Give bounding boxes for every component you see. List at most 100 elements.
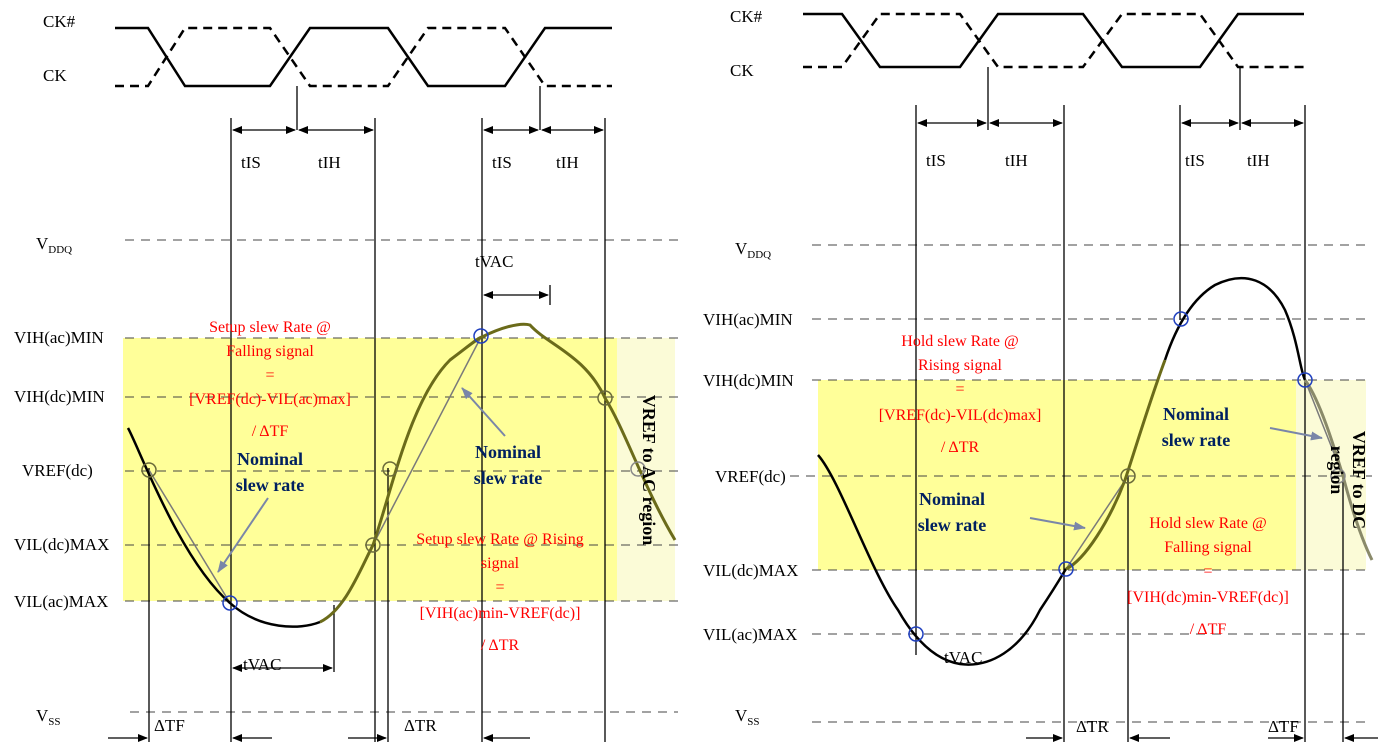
svg-text:Falling signal: Falling signal xyxy=(226,343,314,360)
right-region-label-1: VREF to DC xyxy=(1349,431,1369,529)
left-ck-bar-waveform xyxy=(115,26,612,88)
right-vertical-lines xyxy=(915,67,1344,742)
left-vih-ac-min-label: VIH(ac)MIN xyxy=(14,328,104,347)
right-hold-rising-annotation: Hold slew Rate @ Rising signal = [VREF(d… xyxy=(879,333,1042,456)
right-ck-label: CK xyxy=(730,61,754,80)
right-vih-dc-min-label: VIH(dc)MIN xyxy=(703,371,794,390)
right-vddq-label: VDDQ xyxy=(735,239,771,261)
left-vddq-label: VDDQ xyxy=(36,234,72,256)
right-panel: CK# CK tIS tIH tIS tIH tVAC VDDQ VIH(ac)… xyxy=(703,7,1378,742)
right-tis-label-2: tIS xyxy=(1185,151,1205,170)
left-region-band xyxy=(617,338,675,601)
left-tvac-top-label: tVAC xyxy=(475,252,513,271)
right-ck-bar-waveform xyxy=(803,12,1304,69)
right-delta-tf-label: ΔTF xyxy=(1268,717,1299,736)
left-tis-label-2: tIS xyxy=(492,153,512,172)
left-ck-bar-label: CK# xyxy=(43,12,76,31)
left-vss-label: VSS xyxy=(36,706,61,728)
svg-text:=: = xyxy=(495,579,504,596)
svg-text:Hold slew Rate @: Hold slew Rate @ xyxy=(901,333,1018,350)
svg-text:/ ΔTR: / ΔTR xyxy=(941,439,980,456)
right-vss-label: VSS xyxy=(735,706,760,728)
svg-text:Nominal: Nominal xyxy=(1163,404,1229,424)
left-signal-curve xyxy=(126,427,321,628)
right-region-label-2: region xyxy=(1327,446,1347,495)
left-delta-tr-label: ΔTR xyxy=(404,716,437,735)
svg-text:Rising signal: Rising signal xyxy=(918,357,1003,374)
right-vref-dc-label: VREF(dc) xyxy=(715,467,786,486)
left-tis-label-1: tIS xyxy=(241,153,261,172)
right-tvac-label: tVAC xyxy=(944,648,982,667)
left-panel: CK# CK tIS tIH tIS tIH tVAC tVAC VDDQ VI… xyxy=(14,12,678,742)
svg-text:=: = xyxy=(1203,563,1212,580)
right-level-lines xyxy=(790,244,1372,723)
left-vil-dc-max-label: VIL(dc)MAX xyxy=(14,535,109,554)
svg-text:/ ΔTF: / ΔTF xyxy=(1190,621,1227,638)
left-tih-label-2: tIH xyxy=(556,153,579,172)
left-vref-dc-label: VREF(dc) xyxy=(22,461,93,480)
right-slope-curve-1 xyxy=(1065,359,1167,571)
svg-text:slew rate: slew rate xyxy=(236,475,304,495)
right-vil-ac-max-label: VIL(ac)MAX xyxy=(703,625,797,644)
right-markers xyxy=(908,311,1346,642)
svg-text:[VREF(dc)-VIL(dc)max]: [VREF(dc)-VIL(dc)max] xyxy=(879,407,1042,424)
right-nominal-pointer-1 xyxy=(1029,517,1086,531)
left-vih-dc-min-label: VIH(dc)MIN xyxy=(14,387,105,406)
left-ck-label: CK xyxy=(43,66,67,85)
svg-text:[VIH(ac)min-VREF(dc)]: [VIH(ac)min-VREF(dc)] xyxy=(420,605,581,622)
svg-text:=: = xyxy=(955,381,964,398)
left-vertical-lines xyxy=(148,86,606,742)
left-delta-tf-label: ΔTF xyxy=(154,716,185,735)
right-signal-curve-top xyxy=(1163,276,1307,381)
svg-text:signal: signal xyxy=(481,555,520,572)
right-nominal-label-1: Nominal slew rate xyxy=(918,489,986,535)
svg-text:slew rate: slew rate xyxy=(918,515,986,535)
left-tih-label-1: tIH xyxy=(318,153,341,172)
left-ck-waveform xyxy=(115,26,612,88)
svg-text:slew rate: slew rate xyxy=(1162,430,1230,450)
right-tih-label-2: tIH xyxy=(1247,151,1270,170)
left-vil-ac-max-label: VIL(ac)MAX xyxy=(14,592,108,611)
left-highlight-region xyxy=(123,338,617,601)
svg-text:slew rate: slew rate xyxy=(474,468,542,488)
left-nominal-pointer-1 xyxy=(217,497,269,573)
svg-text:=: = xyxy=(265,367,274,384)
right-ck-waveform xyxy=(803,12,1304,69)
right-slope-curve-2 xyxy=(1303,379,1374,561)
right-hold-falling-annotation: Hold slew Rate @ Falling signal = [VIH(d… xyxy=(1127,515,1289,638)
right-delta-tr-label: ΔTR xyxy=(1076,717,1109,736)
left-nominal-pointer-2 xyxy=(461,387,506,437)
right-signal-curve xyxy=(817,454,1068,666)
svg-text:Nominal: Nominal xyxy=(475,442,541,462)
right-tis-label-1: tIS xyxy=(926,151,946,170)
left-nominal-label-1: Nominal slew rate xyxy=(236,449,304,495)
svg-text:/ ΔTF: / ΔTF xyxy=(252,423,289,440)
right-vil-dc-max-label: VIL(dc)MAX xyxy=(703,561,798,580)
svg-text:[VREF(dc)-VIL(ac)max]: [VREF(dc)-VIL(ac)max] xyxy=(189,391,351,408)
svg-text:Falling signal: Falling signal xyxy=(1164,539,1252,556)
right-vih-ac-min-label: VIH(ac)MIN xyxy=(703,310,793,329)
right-nominal-pointer-2 xyxy=(1269,427,1323,441)
svg-text:Setup slew Rate @: Setup slew Rate @ xyxy=(209,319,331,336)
left-nominal-label-2: Nominal slew rate xyxy=(474,442,542,488)
svg-text:/ ΔTR: / ΔTR xyxy=(481,637,520,654)
left-markers xyxy=(141,328,646,611)
right-nominal-label-2: Nominal slew rate xyxy=(1162,404,1230,450)
right-tih-label-1: tIH xyxy=(1005,151,1028,170)
left-timing-arrows xyxy=(108,126,604,742)
left-slope-lines xyxy=(148,336,482,604)
left-tvac-bottom-label: tVAC xyxy=(243,655,281,674)
left-level-lines xyxy=(125,239,678,713)
left-setup-falling-annotation: Setup slew Rate @ Falling signal = [VREF… xyxy=(189,319,351,440)
svg-text:Setup slew Rate @ Rising: Setup slew Rate @ Rising xyxy=(416,531,584,548)
svg-text:Hold slew Rate @: Hold slew Rate @ xyxy=(1149,515,1266,532)
left-slope-curve xyxy=(319,322,677,624)
svg-text:Nominal: Nominal xyxy=(237,449,303,469)
svg-text:Nominal: Nominal xyxy=(919,489,985,509)
left-setup-rising-annotation: Setup slew Rate @ Rising signal = [VIH(a… xyxy=(416,531,584,654)
right-timing-arrows xyxy=(917,119,1378,742)
right-ck-bar-label: CK# xyxy=(730,7,763,26)
svg-text:[VIH(dc)min-VREF(dc)]: [VIH(dc)min-VREF(dc)] xyxy=(1127,589,1289,606)
left-region-label: VREF to AC region xyxy=(639,395,659,546)
